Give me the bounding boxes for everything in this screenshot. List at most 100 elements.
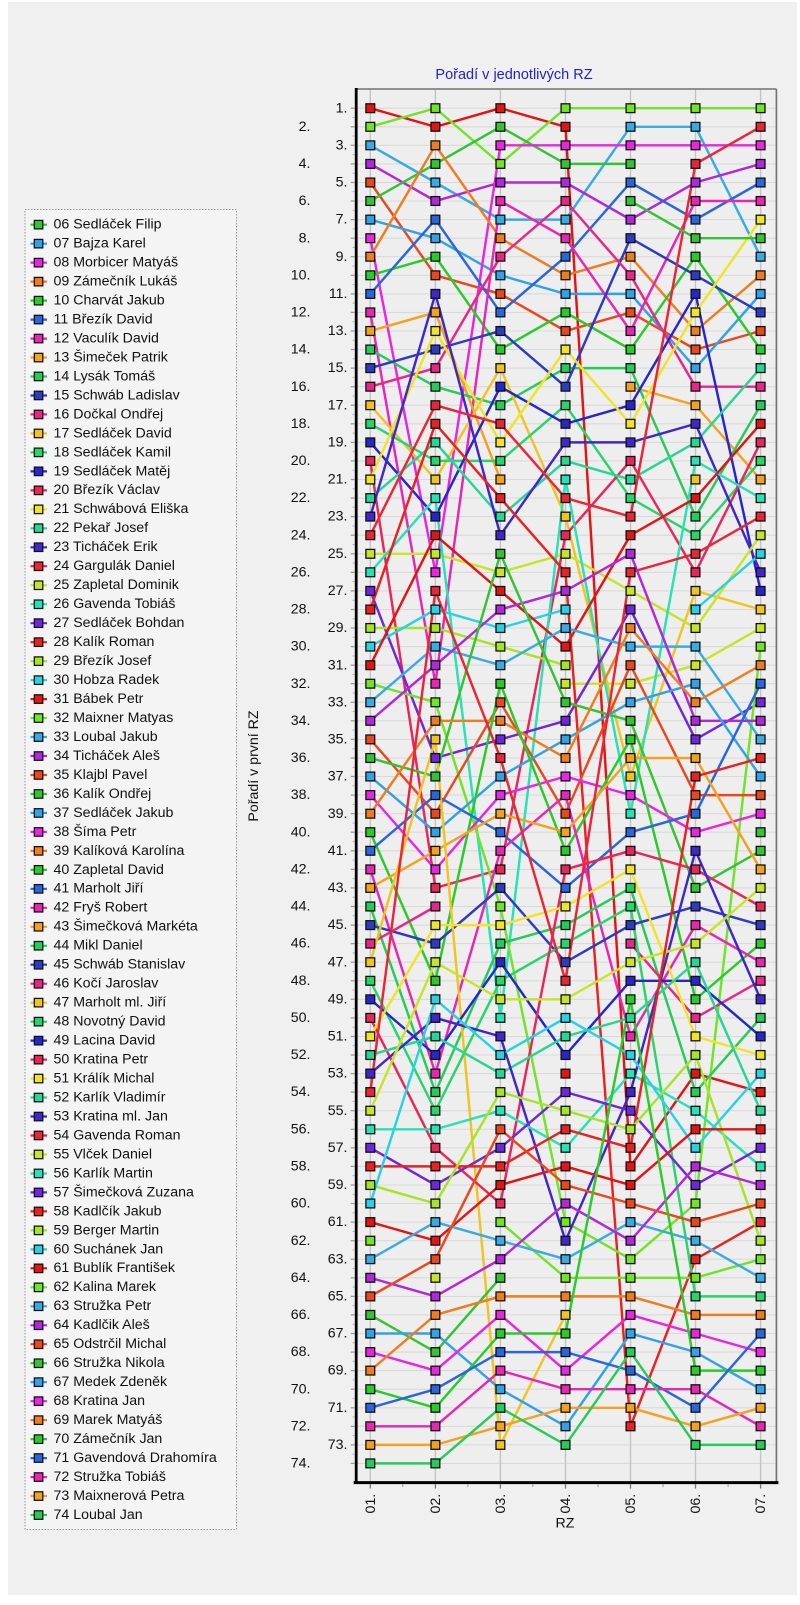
- svg-text:56.: 56.: [291, 1121, 311, 1137]
- svg-text:14.: 14.: [291, 342, 311, 358]
- svg-text:74.: 74.: [291, 1456, 311, 1472]
- svg-text:72 Stružka Tobiáš: 72 Stružka Tobiáš: [54, 1469, 167, 1485]
- svg-text:31.: 31.: [328, 657, 348, 673]
- svg-text:33.: 33.: [328, 694, 348, 710]
- svg-text:65 Odstrčil Michal: 65 Odstrčil Michal: [54, 1336, 167, 1352]
- svg-text:71 Gavendová Drahomíra: 71 Gavendová Drahomíra: [54, 1450, 217, 1466]
- svg-text:28 Kalík Roman: 28 Kalík Roman: [54, 634, 155, 650]
- svg-text:60 Suchánek Jan: 60 Suchánek Jan: [54, 1241, 164, 1257]
- svg-text:7.: 7.: [336, 212, 348, 228]
- svg-text:46 Kočí Jaroslav: 46 Kočí Jaroslav: [54, 976, 160, 992]
- svg-text:58.: 58.: [291, 1159, 311, 1175]
- svg-text:01.: 01.: [363, 1494, 379, 1514]
- svg-text:56 Karlík Martin: 56 Karlík Martin: [54, 1165, 153, 1181]
- svg-text:64.: 64.: [291, 1270, 311, 1286]
- svg-text:57.: 57.: [328, 1140, 348, 1156]
- svg-text:42 Fryš Robert: 42 Fryš Robert: [54, 900, 148, 916]
- svg-text:37 Sedláček Jakub: 37 Sedláček Jakub: [54, 805, 174, 821]
- svg-text:51.: 51.: [328, 1029, 348, 1045]
- svg-text:19 Sedláček Matěj: 19 Sedláček Matěj: [54, 463, 171, 479]
- svg-text:06 Sedláček Filip: 06 Sedláček Filip: [54, 217, 162, 233]
- svg-text:54.: 54.: [291, 1084, 311, 1100]
- svg-text:41 Marholt Jiří: 41 Marholt Jiří: [54, 881, 144, 897]
- svg-text:11.: 11.: [329, 286, 348, 302]
- svg-text:RZ: RZ: [556, 1516, 575, 1532]
- svg-text:52.: 52.: [291, 1047, 311, 1063]
- svg-text:18 Sedláček Kamil: 18 Sedláček Kamil: [54, 444, 172, 460]
- svg-text:44.: 44.: [291, 899, 311, 915]
- svg-text:71.: 71.: [328, 1400, 348, 1416]
- svg-text:50.: 50.: [291, 1010, 311, 1026]
- svg-text:52 Karlík Vladimír: 52 Karlík Vladimír: [54, 1090, 166, 1106]
- svg-text:70.: 70.: [291, 1381, 311, 1397]
- svg-text:47.: 47.: [328, 954, 348, 970]
- svg-text:07 Bajza Karel: 07 Bajza Karel: [54, 236, 146, 252]
- svg-text:51 Králík Michal: 51 Králík Michal: [54, 1071, 155, 1087]
- svg-text:5.: 5.: [336, 175, 348, 191]
- svg-text:23.: 23.: [328, 509, 348, 525]
- svg-text:61.: 61.: [328, 1214, 348, 1230]
- svg-text:02.: 02.: [428, 1494, 444, 1514]
- svg-text:53 Kratina ml. Jan: 53 Kratina ml. Jan: [54, 1108, 168, 1124]
- svg-text:39 Kalíková Karolína: 39 Kalíková Karolína: [54, 843, 185, 859]
- svg-text:68 Kratina Jan: 68 Kratina Jan: [54, 1393, 146, 1409]
- svg-text:06.: 06.: [688, 1494, 704, 1514]
- svg-text:43.: 43.: [328, 880, 348, 896]
- svg-text:12.: 12.: [291, 305, 311, 321]
- svg-text:47 Marholt ml. Jiří: 47 Marholt ml. Jiří: [54, 995, 167, 1011]
- svg-text:66 Stružka Nikola: 66 Stružka Nikola: [54, 1355, 165, 1371]
- svg-text:59.: 59.: [328, 1177, 348, 1193]
- svg-text:49 Lacina David: 49 Lacina David: [54, 1033, 156, 1049]
- svg-text:35 Klajbl Pavel: 35 Klajbl Pavel: [54, 767, 148, 783]
- svg-text:41.: 41.: [328, 843, 348, 859]
- svg-text:61 Bublík František: 61 Bublík František: [54, 1260, 176, 1276]
- svg-text:12 Vaculík David: 12 Vaculík David: [54, 330, 159, 346]
- svg-text:67 Medek Zdeněk: 67 Medek Zdeněk: [54, 1374, 168, 1390]
- svg-text:48 Novotný David: 48 Novotný David: [54, 1014, 166, 1030]
- svg-text:20 Březík Václav: 20 Březík Václav: [54, 482, 161, 498]
- svg-text:69.: 69.: [328, 1363, 348, 1379]
- svg-text:57 Šimečková Zuzana: 57 Šimečková Zuzana: [54, 1183, 194, 1200]
- svg-text:20.: 20.: [291, 453, 311, 469]
- svg-text:4.: 4.: [299, 156, 311, 172]
- svg-text:15.: 15.: [328, 360, 348, 376]
- svg-text:07.: 07.: [753, 1494, 769, 1514]
- svg-text:24.: 24.: [291, 527, 311, 543]
- svg-text:36 Kalík Ondřej: 36 Kalík Ondřej: [54, 786, 152, 802]
- svg-text:55 Vlček Daniel: 55 Vlček Daniel: [54, 1146, 153, 1162]
- svg-text:65.: 65.: [328, 1289, 348, 1305]
- svg-text:Pořadí v jednotlivých RZ: Pořadí v jednotlivých RZ: [435, 67, 592, 83]
- svg-text:73.: 73.: [328, 1437, 348, 1453]
- svg-text:1.: 1.: [336, 100, 348, 116]
- svg-text:34.: 34.: [291, 713, 311, 729]
- svg-text:50 Kratina Petr: 50 Kratina Petr: [54, 1052, 149, 1068]
- svg-text:72.: 72.: [291, 1418, 311, 1434]
- svg-text:08 Morbicer Matyáš: 08 Morbicer Matyáš: [54, 255, 179, 271]
- svg-text:10.: 10.: [291, 267, 311, 283]
- svg-text:24 Gargulák Daniel: 24 Gargulák Daniel: [54, 558, 175, 574]
- svg-text:15 Schwáb Ladislav: 15 Schwáb Ladislav: [54, 387, 181, 403]
- svg-text:17 Sedláček David: 17 Sedláček David: [54, 425, 172, 441]
- svg-text:29 Březík Josef: 29 Březík Josef: [54, 653, 152, 669]
- svg-text:31 Bábek Petr: 31 Bábek Petr: [54, 691, 144, 707]
- svg-text:38.: 38.: [291, 787, 311, 803]
- svg-text:35.: 35.: [328, 732, 348, 748]
- svg-text:70 Zámečník Jan: 70 Zámečník Jan: [54, 1431, 163, 1447]
- svg-text:03.: 03.: [493, 1494, 509, 1514]
- svg-text:9.: 9.: [336, 249, 348, 265]
- svg-text:43 Šimečková Markéta: 43 Šimečková Markéta: [54, 918, 198, 935]
- svg-text:37.: 37.: [328, 769, 348, 785]
- svg-text:25 Zapletal Dominik: 25 Zapletal Dominik: [54, 577, 180, 593]
- svg-text:55.: 55.: [328, 1103, 348, 1119]
- svg-text:14 Lysák Tomáš: 14 Lysák Tomáš: [54, 368, 156, 384]
- svg-text:63 Stružka Petr: 63 Stružka Petr: [54, 1298, 152, 1314]
- svg-text:40.: 40.: [291, 824, 311, 840]
- svg-text:32 Maixner Matyas: 32 Maixner Matyas: [54, 710, 174, 726]
- svg-text:16.: 16.: [291, 379, 311, 395]
- svg-text:27.: 27.: [328, 583, 348, 599]
- svg-text:22 Pekař Josef: 22 Pekař Josef: [54, 520, 149, 536]
- svg-text:3.: 3.: [336, 137, 348, 153]
- svg-text:04.: 04.: [558, 1494, 574, 1514]
- svg-text:21 Schwábová Eliška: 21 Schwábová Eliška: [54, 501, 189, 517]
- svg-text:16 Dočkal Ondřej: 16 Dočkal Ondřej: [54, 406, 164, 422]
